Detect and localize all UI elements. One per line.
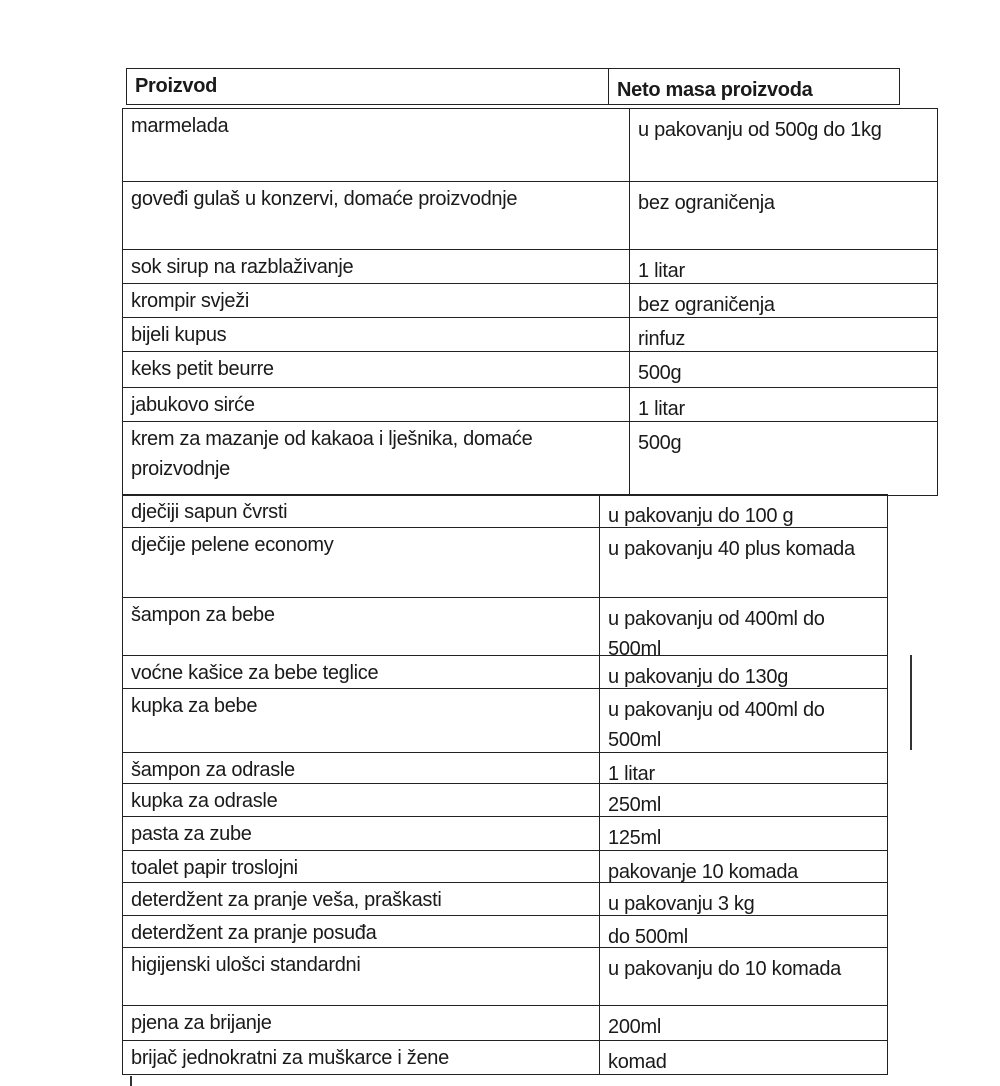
product-cell: krompir svježi	[131, 290, 250, 312]
table-row: krompir svježi bez ograničenja	[123, 283, 937, 317]
mass-cell: u pakovanju 40 plus komada	[599, 528, 887, 597]
mass-cell: komad	[599, 1041, 887, 1074]
product-cell: bijeli kupus	[131, 324, 227, 346]
table-row: pasta za zube 125ml	[123, 816, 887, 850]
product-cell: dječiji sapun čvrsti	[131, 501, 288, 523]
table-row: deterdžent za pranje veša, praškasti u pa…	[123, 882, 887, 915]
product-cell: keks petit beurre	[131, 358, 274, 380]
food-table: marmelada u pakovanju od 500g do 1kg goveđ…	[122, 108, 938, 496]
mass-cell: u pakovanju od 400ml do 500ml	[599, 598, 887, 660]
mass-cell: pakovanje 10 komada	[599, 851, 887, 883]
product-cell: goveđi gulaš u konzervi, domaće proizvod…	[131, 188, 518, 210]
table-row: kupka za odrasle 250ml	[123, 783, 887, 816]
product-cell: šampon za odrasle	[131, 759, 295, 781]
mass-cell: u pakovanju od 500g do 1kg	[629, 109, 937, 181]
product-cell: deterdžent za pranje veša, praškasti	[131, 889, 442, 911]
product-cell: sok sirup na razblaživanje	[131, 256, 354, 278]
product-cell: voćne kašice za bebe teglice	[131, 662, 379, 684]
product-cell: dječije pelene economy	[131, 534, 334, 556]
mass-cell: 500g	[629, 422, 937, 495]
mass-cell: u pakovanju do 130g	[599, 656, 887, 688]
mass-cell: u pakovanju do 10 komada	[599, 948, 887, 1005]
table-row: toalet papir troslojni pakovanje 10 komad…	[123, 850, 887, 883]
mass-cell: 1 litar	[599, 753, 887, 785]
scan-line	[130, 1076, 132, 1086]
product-cell: brijač jednokratni za muškarce i žene	[131, 1047, 449, 1069]
hygiene-table: dječiji sapun čvrsti u pakovanju do 100 g…	[122, 494, 888, 1075]
table-row: deterdžent za pranje posuđa do 500ml	[123, 915, 887, 948]
header-net-mass: Neto masa proizvoda	[608, 69, 899, 104]
mass-cell: 200ml	[599, 1006, 887, 1040]
mass-cell: u pakovanju od 400ml do 500ml	[599, 689, 887, 752]
product-cell: šampon za bebe	[131, 604, 275, 626]
table-row: goveđi gulaš u konzervi, domaće proizvod…	[123, 181, 937, 249]
product-cell: toalet papir troslojni	[131, 857, 298, 879]
table-row: brijač jednokratni za muškarce i žene kom…	[123, 1040, 887, 1074]
mass-cell: u pakovanju do 100 g	[599, 495, 887, 527]
table-row: bijeli kupus rinfuz	[123, 317, 937, 351]
mass-cell: do 500ml	[599, 916, 887, 948]
product-cell: marmelada	[131, 115, 229, 137]
product-cell: higijenski ulošci standardni	[131, 954, 361, 976]
table-row: sok sirup na razblaživanje 1 litar	[123, 249, 937, 283]
table-row: kupka za bebe u pakovanju od 400ml do 500…	[123, 688, 887, 752]
product-cell: pjena za brijanje	[131, 1012, 272, 1034]
mass-cell: bez ograničenja	[629, 182, 937, 249]
scan-line	[910, 655, 912, 750]
mass-cell: 1 litar	[629, 388, 937, 421]
product-cell: krem za mazanje od kakaoa i lješnika, do…	[131, 428, 533, 480]
table-row: pjena za brijanje 200ml	[123, 1005, 887, 1040]
table-header: Proizvod Neto masa proizvoda	[126, 68, 900, 105]
product-cell: pasta za zube	[131, 823, 252, 845]
mass-cell: 250ml	[599, 784, 887, 816]
table-row: šampon za odrasle 1 litar	[123, 752, 887, 785]
table-row: dječiji sapun čvrsti u pakovanju do 100 g	[123, 494, 887, 527]
product-cell: kupka za bebe	[131, 695, 258, 717]
table-row: marmelada u pakovanju od 500g do 1kg	[123, 109, 937, 181]
mass-cell: 125ml	[599, 817, 887, 850]
table-row: jabukovo sirće 1 litar	[123, 387, 937, 421]
product-cell: jabukovo sirće	[131, 394, 255, 416]
table-row: šampon za bebe u pakovanju od 400ml do 50…	[123, 597, 887, 660]
table-row: dječije pelene economy u pakovanju 40 plu…	[123, 527, 887, 597]
mass-cell: bez ograničenja	[629, 284, 937, 317]
table-row: higijenski ulošci standardni u pakovanju …	[123, 947, 887, 1005]
table-row: keks petit beurre 500g	[123, 351, 937, 387]
header-product: Proizvod	[135, 75, 218, 97]
mass-cell: u pakovanju 3 kg	[599, 883, 887, 915]
table-row: voćne kašice za bebe teglice u pakovanju …	[123, 655, 887, 688]
product-cell: deterdžent za pranje posuđa	[131, 922, 377, 944]
mass-cell: 500g	[629, 352, 937, 387]
product-cell: kupka za odrasle	[131, 790, 278, 812]
mass-cell: 1 litar	[629, 250, 937, 283]
mass-cell: rinfuz	[629, 318, 937, 351]
table-row: krem za mazanje od kakaoa i lješnika, do…	[123, 421, 937, 495]
